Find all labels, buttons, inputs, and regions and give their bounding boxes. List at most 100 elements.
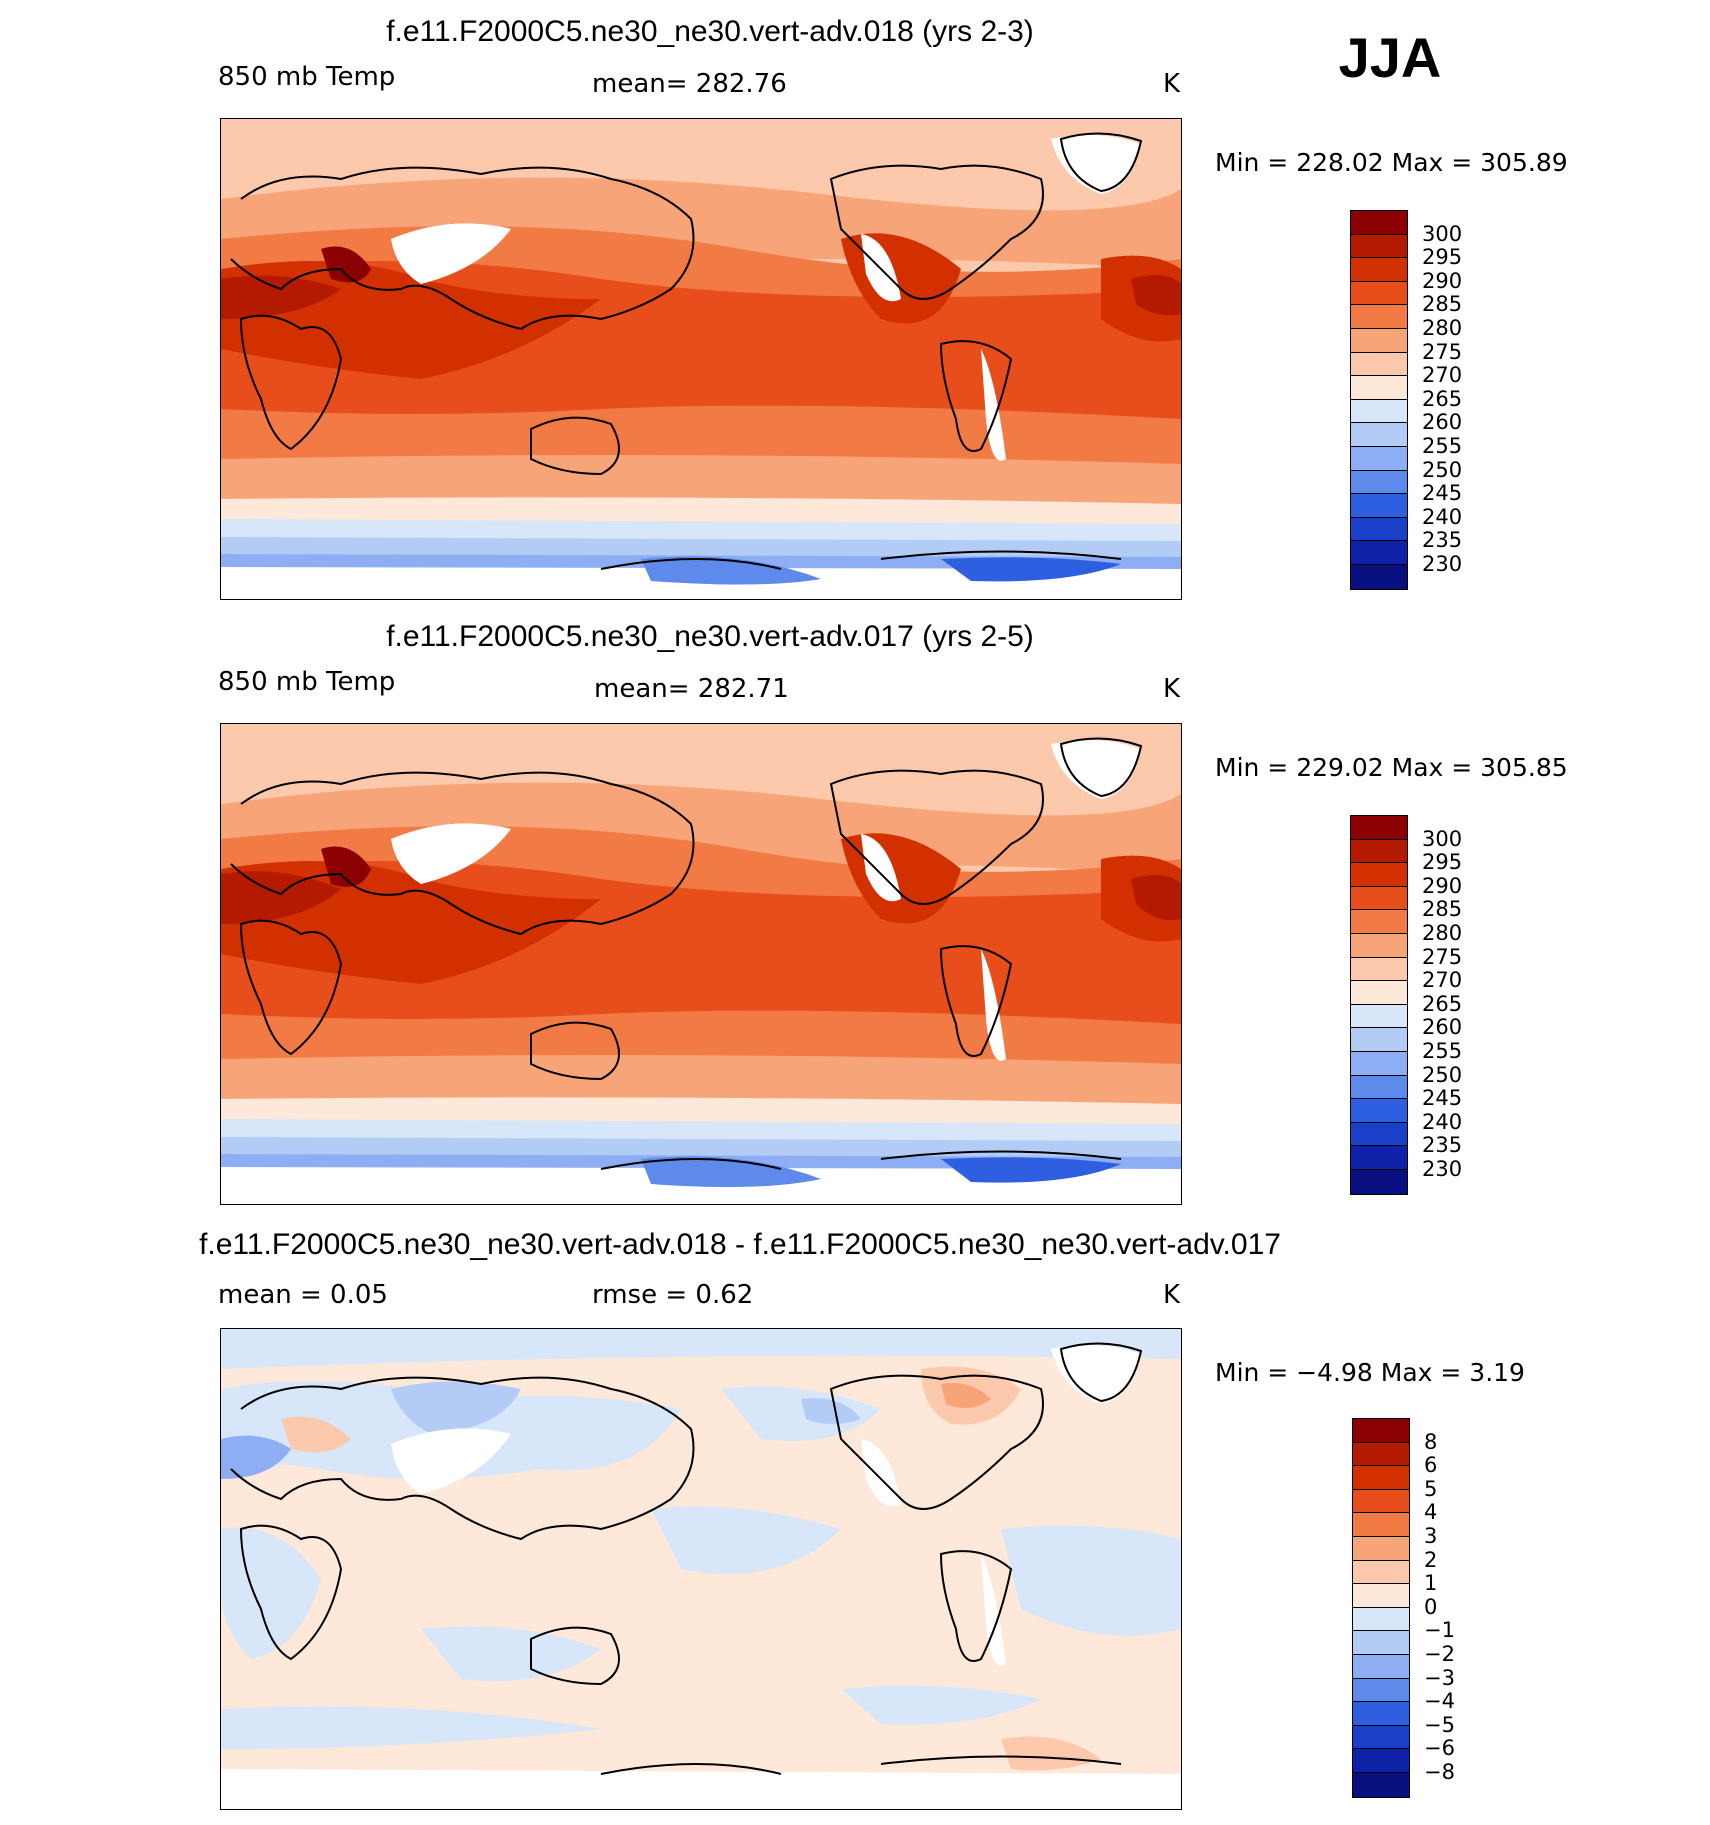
- colorbar-label: 3: [1424, 1524, 1438, 1548]
- colorbar-box: [1353, 1607, 1409, 1632]
- colorbar-label: 300: [1422, 826, 1463, 851]
- panel-1-variable-label: 850 mb Temp: [218, 62, 396, 92]
- colorbar-label: −4: [1424, 1689, 1455, 1714]
- colorbar-label: 290: [1422, 268, 1463, 293]
- colorbar-label: 295: [1422, 245, 1463, 270]
- colorbar-box: [1351, 305, 1407, 329]
- colorbar-label: 240: [1422, 504, 1463, 529]
- colorbar-label: 265: [1422, 991, 1463, 1016]
- colorbar-label: 235: [1422, 528, 1463, 553]
- colorbar-box: [1351, 816, 1407, 840]
- panel-2-colorbar: [1350, 815, 1408, 1195]
- colorbar-box: [1351, 957, 1407, 982]
- colorbar-box: [1351, 1169, 1407, 1194]
- colorbar-label: −5: [1424, 1712, 1455, 1737]
- colorbar-label: 295: [1422, 850, 1463, 875]
- panel-1-minmax: Min = 228.02 Max = 305.89: [1215, 148, 1568, 177]
- colorbar-box: [1351, 1075, 1407, 1100]
- colorbar-box: [1353, 1442, 1409, 1467]
- panel-2-variable-label: 850 mb Temp: [218, 667, 396, 697]
- colorbar-label: 1: [1424, 1571, 1438, 1596]
- colorbar-box: [1353, 1466, 1409, 1490]
- colorbar-box: [1351, 863, 1407, 887]
- panel-2-title: f.e11.F2000C5.ne30_ne30.vert-adv.017 (yr…: [386, 620, 1034, 653]
- colorbar-label: 4: [1424, 1500, 1438, 1525]
- colorbar-label: 250: [1422, 457, 1463, 482]
- colorbar-box: [1353, 1584, 1409, 1608]
- panel-2-map: [220, 723, 1182, 1205]
- colorbar-box: [1353, 1419, 1409, 1443]
- colorbar-box: [1351, 933, 1407, 958]
- colorbar-box: [1351, 910, 1407, 934]
- panel-1-map: [220, 118, 1182, 600]
- colorbar-label: 275: [1422, 944, 1463, 969]
- colorbar-box: [1351, 981, 1407, 1005]
- colorbar-box: [1351, 541, 1407, 565]
- colorbar-label: 8: [1424, 1429, 1438, 1454]
- panel-1-units-label: K: [1163, 69, 1181, 99]
- panel-3-minmax: Min = −4.98 Max = 3.19: [1215, 1358, 1525, 1387]
- colorbar-box: [1351, 1122, 1407, 1147]
- colorbar-label: 270: [1422, 968, 1463, 993]
- colorbar-label: 300: [1422, 221, 1463, 246]
- colorbar-label: −1: [1424, 1618, 1455, 1643]
- colorbar-box: [1351, 399, 1407, 424]
- colorbar-box: [1351, 564, 1407, 589]
- colorbar-label: 5: [1424, 1476, 1438, 1501]
- colorbar-box: [1351, 1004, 1407, 1029]
- colorbar-label: 275: [1422, 339, 1463, 364]
- season-label: JJA: [1338, 26, 1442, 89]
- colorbar-box: [1351, 258, 1407, 282]
- colorbar-label: 2: [1424, 1547, 1438, 1572]
- colorbar-label: 260: [1422, 1015, 1463, 1040]
- panel-3-mean-label: mean = 0.05: [218, 1280, 388, 1310]
- colorbar-label: 285: [1422, 897, 1463, 922]
- colorbar-label: −6: [1424, 1736, 1455, 1761]
- colorbar-label: 230: [1422, 1157, 1463, 1181]
- colorbar-box: [1353, 1772, 1409, 1797]
- colorbar-box: [1351, 234, 1407, 259]
- colorbar-box: [1353, 1725, 1409, 1750]
- colorbar-label: −2: [1424, 1642, 1455, 1666]
- colorbar-label: 250: [1422, 1062, 1463, 1087]
- panel-2-minmax: Min = 229.02 Max = 305.85: [1215, 753, 1568, 782]
- colorbar-label: 270: [1422, 363, 1463, 388]
- colorbar-box: [1351, 1146, 1407, 1170]
- colorbar-box: [1353, 1513, 1409, 1537]
- colorbar-box: [1353, 1560, 1409, 1585]
- colorbar-box: [1353, 1631, 1409, 1655]
- colorbar-box: [1351, 328, 1407, 353]
- colorbar-label: 280: [1422, 316, 1463, 340]
- colorbar-box: [1351, 352, 1407, 377]
- panel-2-units-label: K: [1163, 674, 1181, 704]
- panel-3-rmse-label: rmse = 0.62: [592, 1280, 754, 1310]
- panel-1-colorbar: [1350, 210, 1408, 590]
- colorbar-label: 245: [1422, 1086, 1463, 1111]
- colorbar-box: [1353, 1749, 1409, 1773]
- colorbar-box: [1351, 1099, 1407, 1123]
- colorbar-label: 245: [1422, 481, 1463, 506]
- colorbar-label: 0: [1424, 1594, 1438, 1619]
- colorbar-box: [1351, 517, 1407, 542]
- panel-1-title: f.e11.F2000C5.ne30_ne30.vert-adv.018 (yr…: [386, 15, 1034, 48]
- colorbar-label: 280: [1422, 921, 1463, 945]
- colorbar-box: [1353, 1678, 1409, 1703]
- panel-3-colorbar: [1352, 1418, 1410, 1798]
- colorbar-label: 230: [1422, 552, 1463, 576]
- colorbar-label: 290: [1422, 873, 1463, 898]
- colorbar-box: [1351, 1051, 1407, 1076]
- colorbar-label: 6: [1424, 1453, 1438, 1478]
- colorbar-box: [1351, 494, 1407, 518]
- colorbar-label: 265: [1422, 386, 1463, 411]
- colorbar-box: [1351, 281, 1407, 306]
- colorbar-label: −3: [1424, 1665, 1455, 1690]
- colorbar-box: [1351, 470, 1407, 495]
- colorbar-box: [1351, 423, 1407, 447]
- colorbar-box: [1353, 1536, 1409, 1561]
- colorbar-box: [1353, 1654, 1409, 1679]
- colorbar-label: 255: [1422, 434, 1463, 458]
- panel-3-title: f.e11.F2000C5.ne30_ne30.vert-adv.018 - f…: [199, 1228, 1281, 1261]
- colorbar-label: −8: [1424, 1760, 1455, 1784]
- colorbar-box: [1353, 1702, 1409, 1726]
- colorbar-label: 255: [1422, 1039, 1463, 1063]
